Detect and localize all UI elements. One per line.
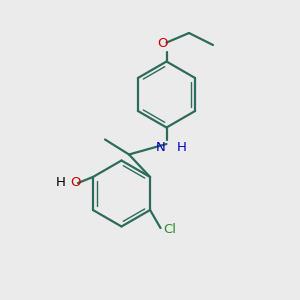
Text: H: H [56,176,65,190]
Text: H: H [177,141,187,154]
Text: O: O [158,37,168,50]
Text: N: N [156,141,166,154]
Text: Cl: Cl [163,223,176,236]
Text: O: O [70,176,80,190]
